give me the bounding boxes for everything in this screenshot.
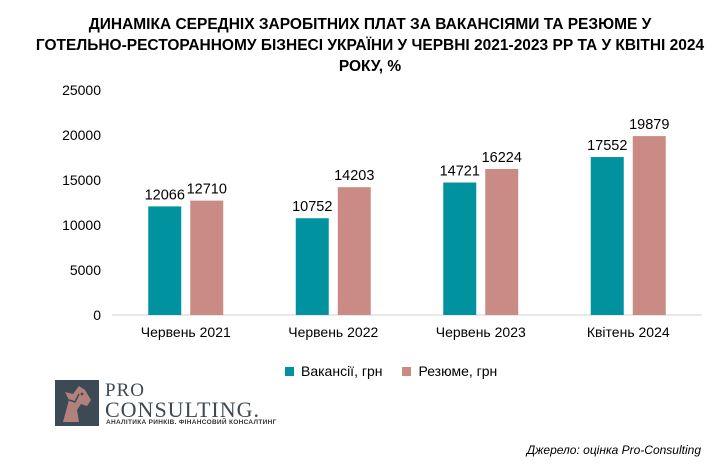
bar: [190, 200, 224, 315]
data-label: 17552: [587, 138, 627, 154]
horse-head-icon: [55, 380, 99, 426]
legend-swatch-resumes: [402, 366, 412, 376]
data-label: 12066: [145, 187, 185, 203]
logo-tagline: АНАЛІТИКА РИНКІВ. ФІНАНСОВИЙ КОНСАЛТИНГ: [106, 419, 277, 426]
bar: [485, 168, 519, 315]
y-tick-label: 15000: [62, 172, 101, 188]
y-tick-label: 25000: [62, 82, 101, 98]
legend-item-vacancies: Вакансії, грн: [285, 363, 382, 379]
legend-label-resumes: Резюме, грн: [418, 363, 498, 379]
data-label: 19879: [629, 117, 669, 133]
x-tick-label: Червень 2023: [436, 324, 526, 340]
y-tick-label: 20000: [62, 127, 101, 143]
x-tick-label: Червень 2021: [141, 324, 231, 340]
bar: [148, 206, 182, 315]
legend: Вакансії, грн Резюме, грн: [285, 363, 497, 379]
pro-consulting-logo: PRO CONSULTING. АНАЛІТИКА РИНКІВ. ФІНАНС…: [55, 380, 276, 430]
bar: [337, 187, 371, 315]
x-tick-label: Квітень 2024: [587, 324, 670, 340]
chart-title-line-2: ГОТЕЛЬНО-РЕСТОРАННОМУ БІЗНЕСІ УКРАЇНИ У …: [35, 37, 705, 75]
x-tick-label: Червень 2022: [288, 324, 378, 340]
data-label: 16224: [482, 150, 522, 166]
legend-item-resumes: Резюме, грн: [402, 363, 497, 379]
data-label: 14721: [440, 164, 480, 180]
legend-label-vacancies: Вакансії, грн: [301, 363, 383, 379]
chart-title-line-1: ДИНАМІКА СЕРЕДНІХ ЗАРОБІТНИХ ПЛАТ ЗА ВАК…: [88, 16, 652, 33]
legend-swatch-vacancies: [285, 366, 294, 376]
data-label: 14203: [334, 168, 374, 184]
bar: [443, 182, 477, 315]
logo-consulting-text: CONSULTING.: [105, 397, 261, 422]
data-label: 10752: [292, 199, 332, 215]
data-label: 12710: [187, 182, 227, 198]
logo-pro-text: PRO: [105, 380, 145, 401]
y-tick-label: 0: [93, 307, 101, 323]
bar: [590, 157, 624, 315]
bar: [632, 136, 666, 315]
y-tick-label: 10000: [62, 217, 101, 233]
bar: [295, 218, 329, 315]
chart-title: ДИНАМІКА СЕРЕДНІХ ЗАРОБІТНИХ ПЛАТ ЗА ВАК…: [20, 14, 720, 77]
source-note: Джерело: оцінка Pro-Consulting: [526, 443, 701, 457]
y-tick-label: 5000: [70, 262, 101, 278]
